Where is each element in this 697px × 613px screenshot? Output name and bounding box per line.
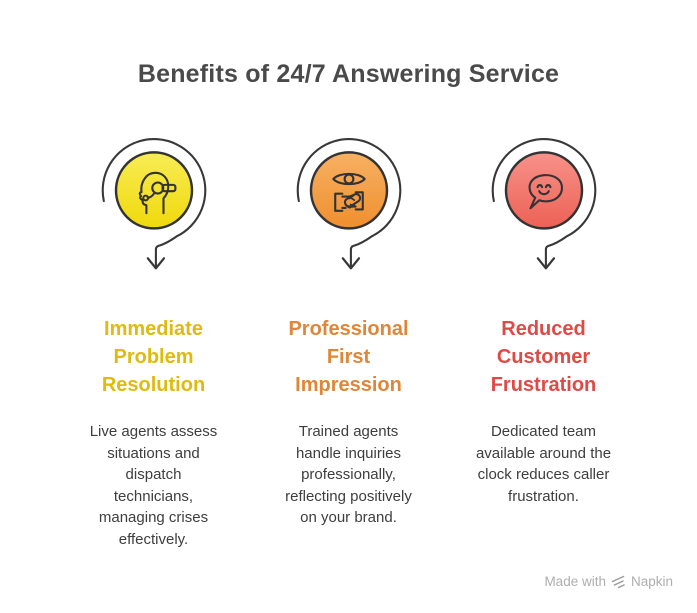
arrowhead-icon	[536, 257, 555, 270]
benefit-description: Dedicated team available around the cloc…	[475, 423, 612, 505]
arrowhead-icon	[146, 257, 165, 270]
benefit-heading: Reduced Customer Frustration	[490, 318, 597, 396]
napkin-credit[interactable]: Made with Napkin	[544, 574, 673, 589]
benefit-description: Live agents assess situations and dispat…	[89, 423, 218, 548]
brand-label: Napkin	[630, 574, 673, 589]
loop-arrow-icon	[101, 138, 206, 268]
page-title: Benefits of 24/7 Answering Service	[137, 60, 560, 88]
napkin-logo-icon	[611, 575, 625, 589]
made-with-label: Made with	[544, 574, 606, 589]
benefit-column-first-impression: Professional First Impression Trained ag…	[251, 136, 446, 550]
benefit-circle	[309, 151, 388, 230]
benefits-row: Immediate Problem Resolution Live agents…	[0, 136, 697, 550]
agent-headset-icon	[138, 171, 176, 215]
loop-arrow-badge	[296, 138, 401, 270]
benefit-heading: Professional First Impression	[288, 318, 409, 396]
benefit-column-reduced-frustration: Reduced Customer Frustration Dedicated t…	[446, 136, 641, 550]
eye-handshake-icon	[331, 172, 366, 212]
loop-arrow-badge	[491, 138, 596, 270]
benefit-description: Trained agents handle inquiries professi…	[285, 423, 412, 526]
smiley-speech-bubble-icon	[528, 174, 563, 210]
loop-arrow-icon	[296, 138, 401, 268]
benefit-circle	[504, 151, 583, 230]
benefit-heading: Immediate Problem Resolution	[101, 318, 206, 396]
arrowhead-icon	[341, 257, 360, 270]
loop-arrow-badge	[101, 138, 206, 270]
loop-arrow-icon	[491, 138, 596, 268]
benefit-column-immediate-resolution: Immediate Problem Resolution Live agents…	[56, 136, 251, 550]
